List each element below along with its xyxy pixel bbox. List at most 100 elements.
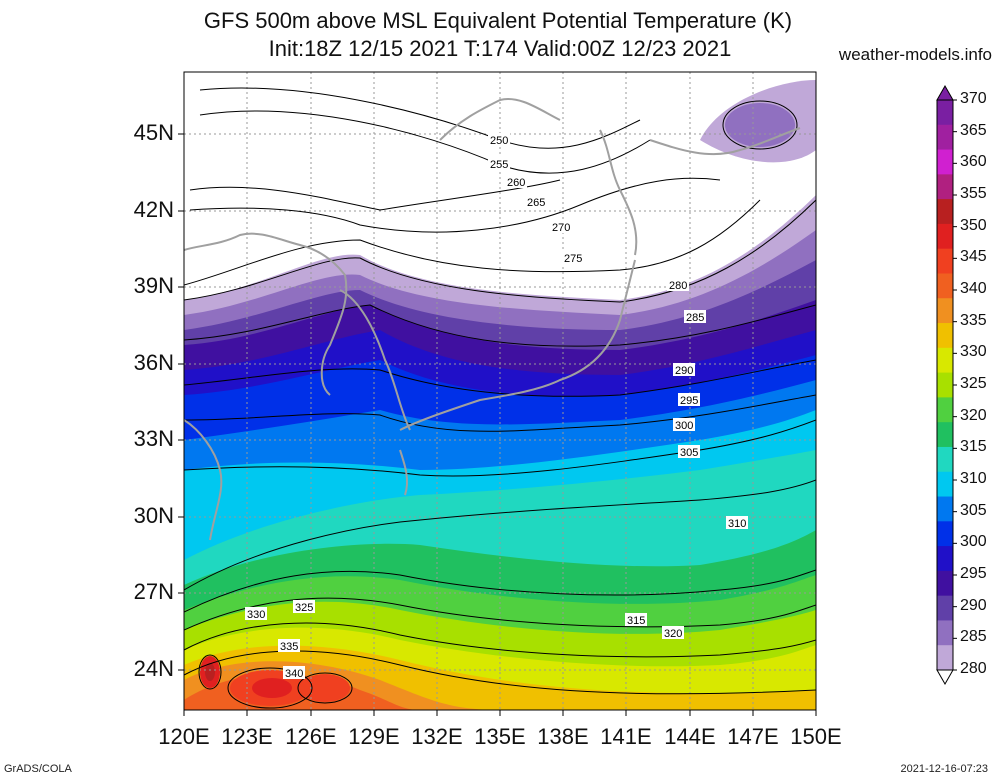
colorbar-tick-label: 280 — [960, 660, 987, 677]
colorbar-tick-label: 350 — [960, 216, 987, 234]
colorbar-top-arrow — [936, 84, 954, 101]
contour-label-255: 255 — [488, 157, 510, 171]
footer-timestamp: 2021-12-16-07:23 — [900, 763, 988, 775]
svg-text:305: 305 — [680, 447, 698, 459]
contour-label-275: 275 — [562, 251, 584, 265]
map-subtitle: Init:18Z 12/15 2021 T:174 Valid:00Z 12/2… — [268, 36, 732, 61]
colorbar-swatch — [937, 446, 953, 473]
x-label-138e: 138E — [537, 724, 589, 749]
x-label-147e: 147E — [727, 724, 779, 749]
colorbar-tick-label: 325 — [960, 375, 987, 392]
contour-label-300: 300 — [673, 418, 695, 432]
x-label-123e: 123E — [221, 724, 273, 749]
colorbar-tick-label: 315 — [960, 438, 987, 456]
colorbar-swatch — [937, 397, 953, 423]
colorbar-tick-label: 340 — [960, 280, 987, 297]
map-plot-area: 250 255 260 265 270 275 280 285 290 295 … — [184, 72, 816, 710]
x-label-120e: 120E — [158, 724, 210, 749]
colorbar-swatch — [937, 223, 953, 250]
colorbar-tick-label: 335 — [960, 311, 987, 329]
x-label-144e: 144E — [664, 724, 716, 749]
colorbar-swatch — [937, 248, 953, 274]
svg-text:320: 320 — [664, 628, 682, 640]
contour-label-295: 295 — [678, 393, 700, 407]
y-label-45n: 45N — [133, 120, 174, 145]
colorbar-swatch — [937, 595, 953, 621]
svg-text:290: 290 — [675, 365, 693, 377]
svg-text:330: 330 — [247, 609, 265, 621]
contour-label-265: 265 — [525, 195, 547, 209]
contour-label-320: 320 — [662, 626, 684, 640]
x-label-135e: 135E — [474, 724, 526, 749]
y-label-36n: 36N — [133, 350, 174, 375]
contour-label-260: 260 — [505, 175, 527, 189]
y-label-33n: 33N — [133, 426, 174, 451]
colorbar-swatch — [937, 347, 953, 374]
y-label-30n: 30N — [133, 503, 174, 528]
contour-label-250-text: 250 — [490, 135, 508, 147]
colorbar-tick-label: 360 — [960, 153, 987, 171]
y-label-42n: 42N — [133, 197, 174, 222]
svg-text:285: 285 — [686, 312, 704, 324]
contour-label-330: 330 — [245, 607, 267, 621]
colorbar — [936, 84, 957, 686]
colorbar-tick-label: 310 — [960, 470, 987, 487]
svg-text:260: 260 — [507, 177, 525, 189]
colorbar-swatch — [937, 149, 953, 175]
colorbar-swatch — [937, 100, 953, 126]
colorbar-tick-label: 370 — [960, 90, 987, 107]
y-label-39n: 39N — [133, 273, 174, 298]
svg-text:275: 275 — [564, 253, 582, 265]
colorbar-tick-label: 365 — [960, 121, 987, 139]
x-label-129e: 129E — [348, 724, 400, 749]
colorbar-swatch — [937, 273, 953, 299]
colorbar-tick-label: 345 — [960, 248, 987, 266]
footer-software: GrADS/COLA — [4, 763, 72, 775]
svg-text:325: 325 — [295, 602, 313, 614]
svg-text:265: 265 — [527, 197, 545, 209]
svg-text:255: 255 — [490, 159, 508, 171]
contour-label-layer: 250 255 260 265 270 275 280 285 290 295 … — [245, 133, 748, 680]
colorbar-tick-label: 305 — [960, 501, 987, 519]
source-label: weather-models.info — [838, 45, 992, 64]
colorbar-swatch — [937, 323, 953, 349]
x-label-141e: 141E — [600, 724, 652, 749]
colorbar-swatch — [937, 372, 953, 398]
x-label-132e: 132E — [411, 724, 463, 749]
colorbar-swatch — [937, 298, 953, 324]
colorbar-swatch — [937, 422, 953, 448]
contours — [184, 87, 816, 709]
colorbar-tick-label: 355 — [960, 185, 987, 202]
colorbar-swatch — [937, 620, 953, 646]
contour-label-250: 250 — [488, 133, 510, 147]
contour-label-325: 325 — [293, 600, 315, 614]
svg-text:295: 295 — [680, 395, 698, 407]
svg-text:300: 300 — [675, 420, 693, 432]
colorbar-tick-label: 330 — [960, 343, 987, 361]
contour-label-310: 310 — [726, 516, 748, 530]
colorbar-swatch — [937, 546, 953, 572]
x-label-150e: 150E — [790, 724, 842, 749]
colorbar-bottom-arrow — [936, 669, 954, 686]
colorbar-swatch — [937, 174, 953, 200]
x-label-126e: 126E — [285, 724, 337, 749]
colorbar-tick-label: 295 — [960, 565, 987, 582]
contour-label-285: 285 — [684, 310, 706, 324]
contour-label-280: 280 — [667, 278, 689, 292]
colorbar-swatch — [937, 124, 953, 151]
coastlines — [184, 98, 801, 541]
colorbar-swatch — [937, 199, 953, 225]
svg-text:270: 270 — [552, 222, 570, 234]
colorbar-swatch — [937, 570, 953, 597]
svg-text:340: 340 — [285, 668, 303, 680]
colorbar-swatch — [937, 496, 953, 522]
svg-text:335: 335 — [280, 641, 298, 653]
colorbar-swatch — [937, 521, 953, 547]
colorbar-tick-label: 290 — [960, 596, 987, 614]
colorbar-tick-label: 320 — [960, 406, 987, 424]
svg-text:280: 280 — [669, 280, 687, 292]
contour-label-315: 315 — [625, 613, 647, 627]
y-label-27n: 27N — [133, 579, 174, 604]
y-label-24n: 24N — [133, 656, 174, 681]
